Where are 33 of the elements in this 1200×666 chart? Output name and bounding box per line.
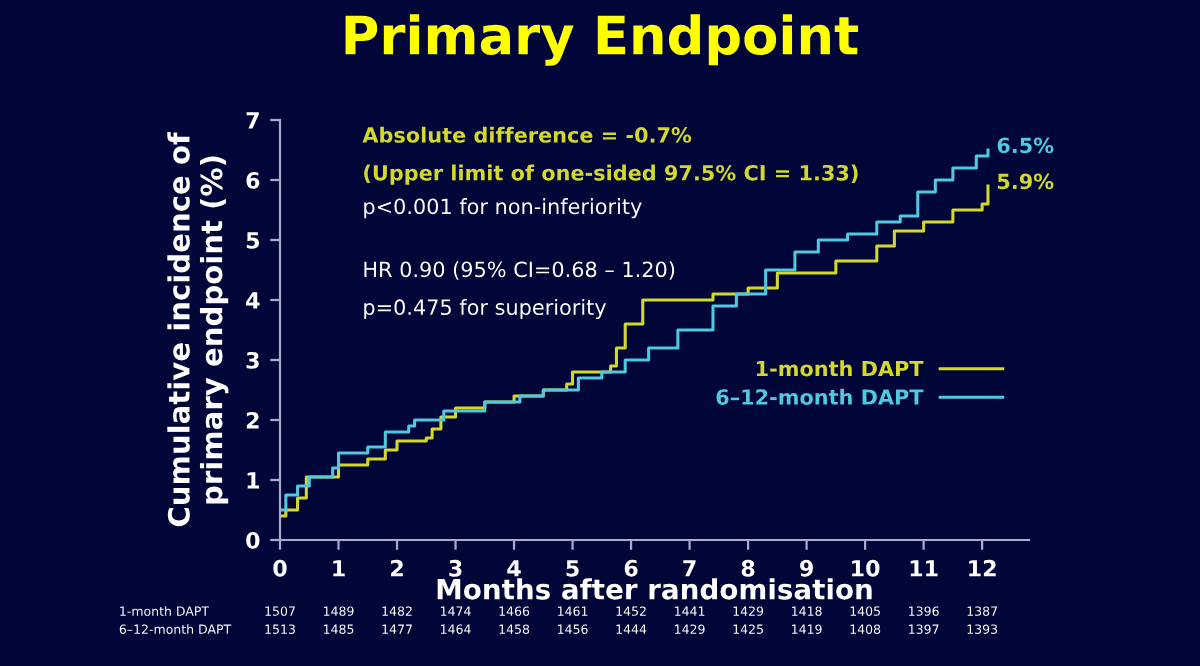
x-tick-label: 0 — [273, 559, 287, 577]
y-tick-label: 0 — [246, 531, 260, 549]
x-axis-title: Months after randomisation — [437, 578, 872, 600]
x-tick-label: 9 — [800, 559, 813, 577]
x-tick-label: 10 — [852, 559, 880, 577]
x-tick-label: 6 — [624, 559, 638, 577]
y-tick-label: 1 — [247, 472, 260, 489]
annotation: 6.5% — [997, 137, 1054, 154]
x-tick-label: 4 — [507, 560, 521, 577]
annotation: HR 0.90 (95% CI=0.68 – 1.20) — [364, 261, 675, 280]
annotation: p<0.001 for non-inferiority — [364, 198, 642, 219]
x-tick-label: 3 — [449, 559, 462, 577]
x-tick-label: 8 — [741, 559, 755, 577]
annotation: p=0.475 for superiority — [364, 298, 607, 320]
annotation: 5.9% — [997, 173, 1054, 190]
y-tick-label: 2 — [246, 411, 259, 429]
x-tick-label: 2 — [391, 559, 403, 577]
legend-label: 1-month DAPT — [756, 360, 924, 377]
y-tick-label: 5 — [246, 232, 259, 249]
legend-label: 6–12-month DAPT — [716, 388, 924, 405]
annotation: Absolute difference = -0.7% — [362, 126, 692, 143]
y-tick-label: 4 — [246, 292, 260, 309]
y-tick-label: 7 — [246, 112, 259, 129]
x-tick-label: 11 — [910, 560, 938, 577]
x-tick-label: 12 — [969, 559, 996, 577]
y-tick-label: 6 — [246, 171, 260, 189]
x-tick-label: 7 — [683, 560, 696, 577]
chart-title: Primary Endpoint — [345, 14, 859, 66]
x-tick-label: 5 — [566, 560, 579, 577]
x-tick-label: 1 — [333, 560, 345, 577]
y-axis-title: Cumulative incidence of primary endpoint (%) — [167, 132, 229, 527]
annotation: (Upper limit of one-sided 97.5% CI = 1.33) — [364, 164, 858, 185]
y-tick-label: 3 — [246, 351, 259, 369]
